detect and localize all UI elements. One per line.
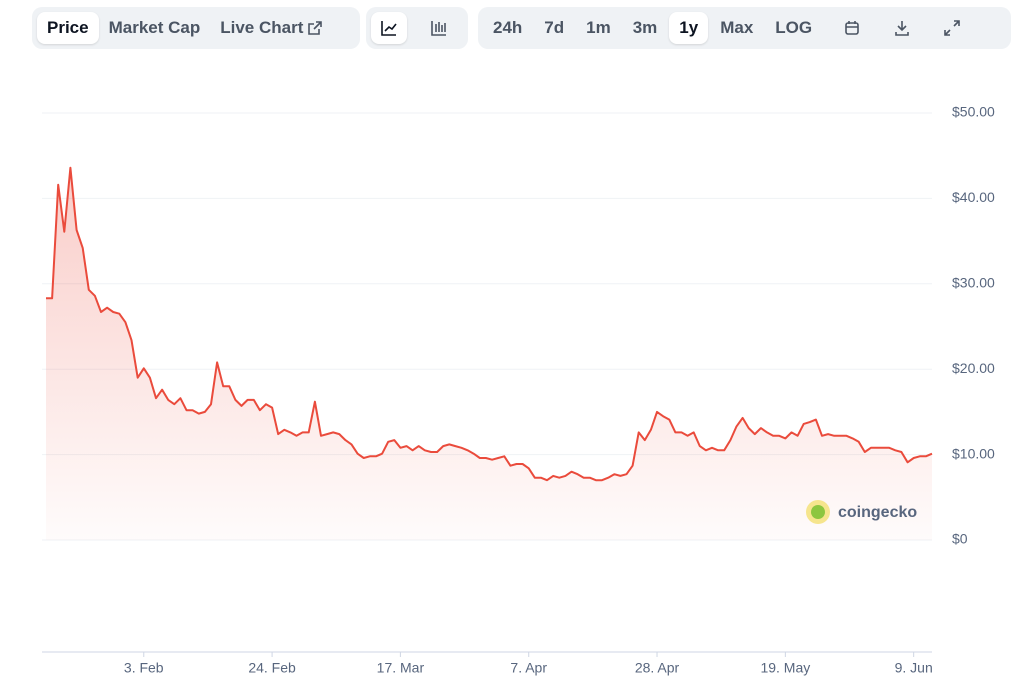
price-line <box>46 166 933 482</box>
watermark: coingecko <box>806 500 917 524</box>
x-tick-label: 7. Apr <box>510 660 547 676</box>
y-tick-label: $10.00 <box>952 445 995 461</box>
y-tick-label: $20.00 <box>952 360 995 376</box>
external-icon <box>308 21 323 35</box>
y-tick-label: $0 <box>952 531 968 547</box>
y-tick-label: $30.00 <box>952 275 995 291</box>
log-toggle[interactable]: LOG <box>775 18 813 37</box>
tab-market-cap[interactable]: Market Cap <box>108 18 201 37</box>
candle-icon <box>431 21 446 36</box>
x-tick-label: 24. Feb <box>248 660 296 676</box>
view-tabs: Price Market Cap Live Chart <box>32 7 360 49</box>
grid: $0 $10.00 $20.00 $30.00 $40.00 $50.00 3. Feb 24… <box>42 104 995 676</box>
candle-chart-button[interactable] <box>421 12 457 44</box>
calendar-icon <box>845 21 859 35</box>
price-area <box>46 167 932 540</box>
expand-icon <box>944 20 960 36</box>
x-tick-label: 19. May <box>760 660 810 676</box>
download-button[interactable] <box>884 12 920 44</box>
chart-style <box>366 7 468 49</box>
range-24h[interactable]: 24h <box>493 18 523 37</box>
x-tick-label: 28. Apr <box>635 660 680 676</box>
chart: $0 $10.00 $20.00 $30.00 $40.00 $50.00 3. Feb 24… <box>42 104 995 676</box>
logo-inner <box>811 505 825 519</box>
line-icon <box>381 21 397 36</box>
range-tabs: 24h 7d 1m 3m 1y Max LOG <box>478 7 1011 49</box>
live-chart-label: Live Chart <box>220 18 304 37</box>
range-7d[interactable]: 7d <box>544 18 565 37</box>
y-tick-label: $40.00 <box>952 189 995 205</box>
plot <box>46 166 933 540</box>
tab-live-chart[interactable]: Live Chart <box>210 12 333 44</box>
range-3m[interactable]: 3m <box>632 18 658 37</box>
watermark-text: coingecko <box>838 504 917 521</box>
x-tick-label: 3. Feb <box>124 660 164 676</box>
range-1y[interactable]: 1y <box>669 12 709 44</box>
tab-price[interactable]: Price <box>37 12 99 44</box>
line-chart-button[interactable] <box>371 12 407 44</box>
download-icon <box>895 21 909 36</box>
calendar-button[interactable] <box>834 12 870 44</box>
range-1m[interactable]: 1m <box>586 18 611 37</box>
expand-button[interactable] <box>934 12 970 44</box>
x-tick-label: 9. Jun <box>895 660 933 676</box>
range-max[interactable]: Max <box>720 18 754 37</box>
x-tick-label: 17. Mar <box>377 660 425 676</box>
y-tick-label: $50.00 <box>952 104 995 120</box>
